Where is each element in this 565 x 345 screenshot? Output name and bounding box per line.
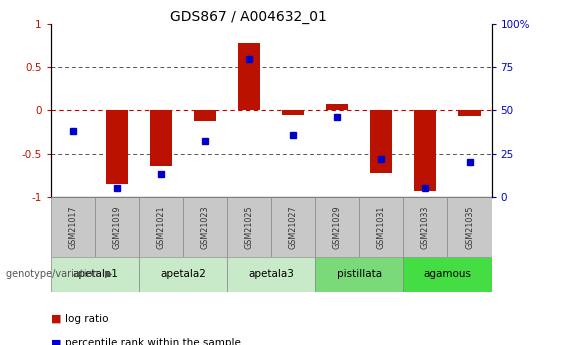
Text: agamous: agamous bbox=[424, 269, 471, 279]
FancyBboxPatch shape bbox=[447, 197, 492, 257]
Text: apetala1: apetala1 bbox=[72, 269, 118, 279]
Text: genotype/variation  ▶: genotype/variation ▶ bbox=[6, 269, 112, 279]
Text: GSM21019: GSM21019 bbox=[112, 205, 121, 249]
Bar bbox=[150, 110, 172, 167]
Text: GSM21031: GSM21031 bbox=[377, 205, 386, 248]
Text: GSM21023: GSM21023 bbox=[201, 205, 210, 249]
Text: pistillata: pistillata bbox=[337, 269, 382, 279]
Text: ■: ■ bbox=[51, 314, 62, 324]
FancyBboxPatch shape bbox=[271, 197, 315, 257]
Text: log ratio: log ratio bbox=[65, 314, 108, 324]
Bar bbox=[194, 110, 216, 121]
FancyBboxPatch shape bbox=[139, 197, 183, 257]
Bar bbox=[371, 110, 392, 172]
FancyBboxPatch shape bbox=[183, 197, 227, 257]
Text: ■: ■ bbox=[51, 338, 62, 345]
Text: GSM21033: GSM21033 bbox=[421, 205, 430, 248]
Text: apetala2: apetala2 bbox=[160, 269, 206, 279]
Bar bbox=[326, 104, 348, 110]
Bar bbox=[238, 43, 260, 110]
Bar bbox=[282, 110, 304, 115]
FancyBboxPatch shape bbox=[403, 257, 492, 292]
FancyBboxPatch shape bbox=[403, 197, 447, 257]
FancyBboxPatch shape bbox=[359, 197, 403, 257]
Bar bbox=[106, 110, 128, 184]
Text: GSM21017: GSM21017 bbox=[68, 205, 77, 249]
Text: GDS867 / A004632_01: GDS867 / A004632_01 bbox=[170, 10, 327, 24]
FancyBboxPatch shape bbox=[315, 197, 359, 257]
FancyBboxPatch shape bbox=[315, 257, 403, 292]
FancyBboxPatch shape bbox=[51, 257, 139, 292]
FancyBboxPatch shape bbox=[227, 197, 271, 257]
FancyBboxPatch shape bbox=[51, 197, 95, 257]
Text: GSM21027: GSM21027 bbox=[289, 205, 298, 249]
FancyBboxPatch shape bbox=[95, 197, 139, 257]
Text: GSM21029: GSM21029 bbox=[333, 205, 342, 249]
Text: apetala3: apetala3 bbox=[248, 269, 294, 279]
FancyBboxPatch shape bbox=[139, 257, 227, 292]
Text: percentile rank within the sample: percentile rank within the sample bbox=[65, 338, 241, 345]
Text: GSM21025: GSM21025 bbox=[245, 205, 254, 249]
Text: GSM21035: GSM21035 bbox=[465, 205, 474, 249]
Bar bbox=[414, 110, 436, 190]
FancyBboxPatch shape bbox=[227, 257, 315, 292]
Text: GSM21021: GSM21021 bbox=[157, 205, 166, 249]
Bar bbox=[458, 110, 480, 116]
